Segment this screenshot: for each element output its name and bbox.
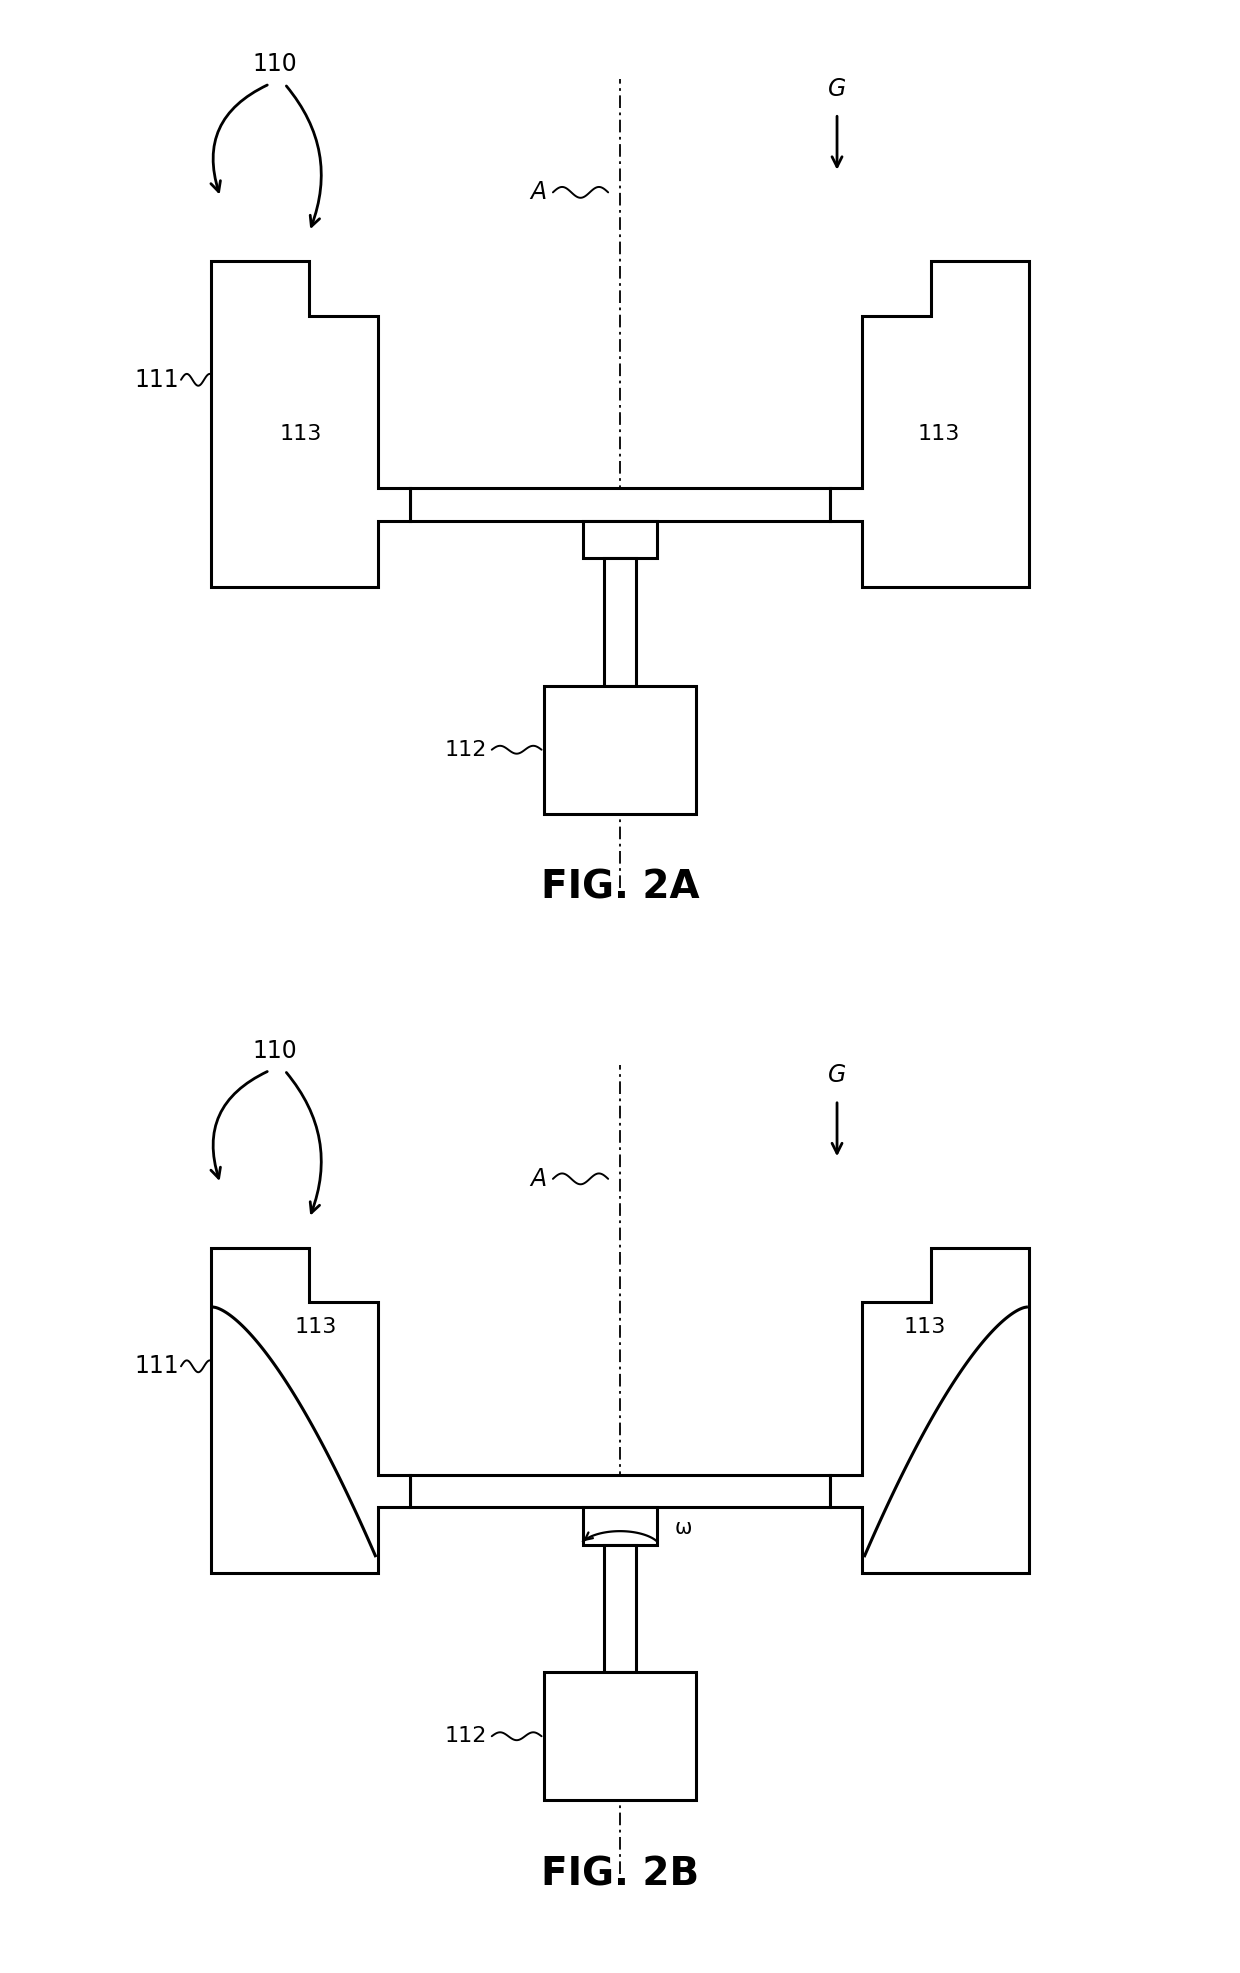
Polygon shape [211,1249,410,1574]
Text: 112: 112 [444,740,487,760]
Polygon shape [830,262,1029,588]
Text: 113: 113 [918,424,960,444]
Polygon shape [211,262,410,588]
Bar [211,487,378,588]
Text: ω: ω [675,1517,692,1539]
Text: G: G [828,1063,846,1087]
Text: 112: 112 [444,1726,487,1746]
Bar [543,1673,697,1799]
Bar [410,489,830,521]
Text: 113: 113 [294,1316,337,1338]
Bar [604,558,636,687]
Bar [583,1507,657,1545]
Bar [543,685,697,813]
Text: A: A [529,180,546,205]
Bar [410,1476,830,1507]
Text: 110: 110 [253,1038,298,1063]
Text: 110: 110 [253,51,298,77]
Text: FIG. 2A: FIG. 2A [541,868,699,908]
Bar [583,521,657,558]
Text: A: A [529,1166,546,1192]
Bar [862,487,1029,588]
Text: 111: 111 [135,1353,180,1379]
Text: 113: 113 [903,1316,946,1338]
Text: FIG. 2B: FIG. 2B [541,1855,699,1894]
Polygon shape [213,1306,376,1571]
Polygon shape [830,1249,1029,1574]
Text: 113: 113 [280,424,322,444]
Bar [604,1545,636,1673]
Text: 111: 111 [135,367,180,393]
Text: G: G [828,77,846,101]
Polygon shape [864,1306,1027,1571]
